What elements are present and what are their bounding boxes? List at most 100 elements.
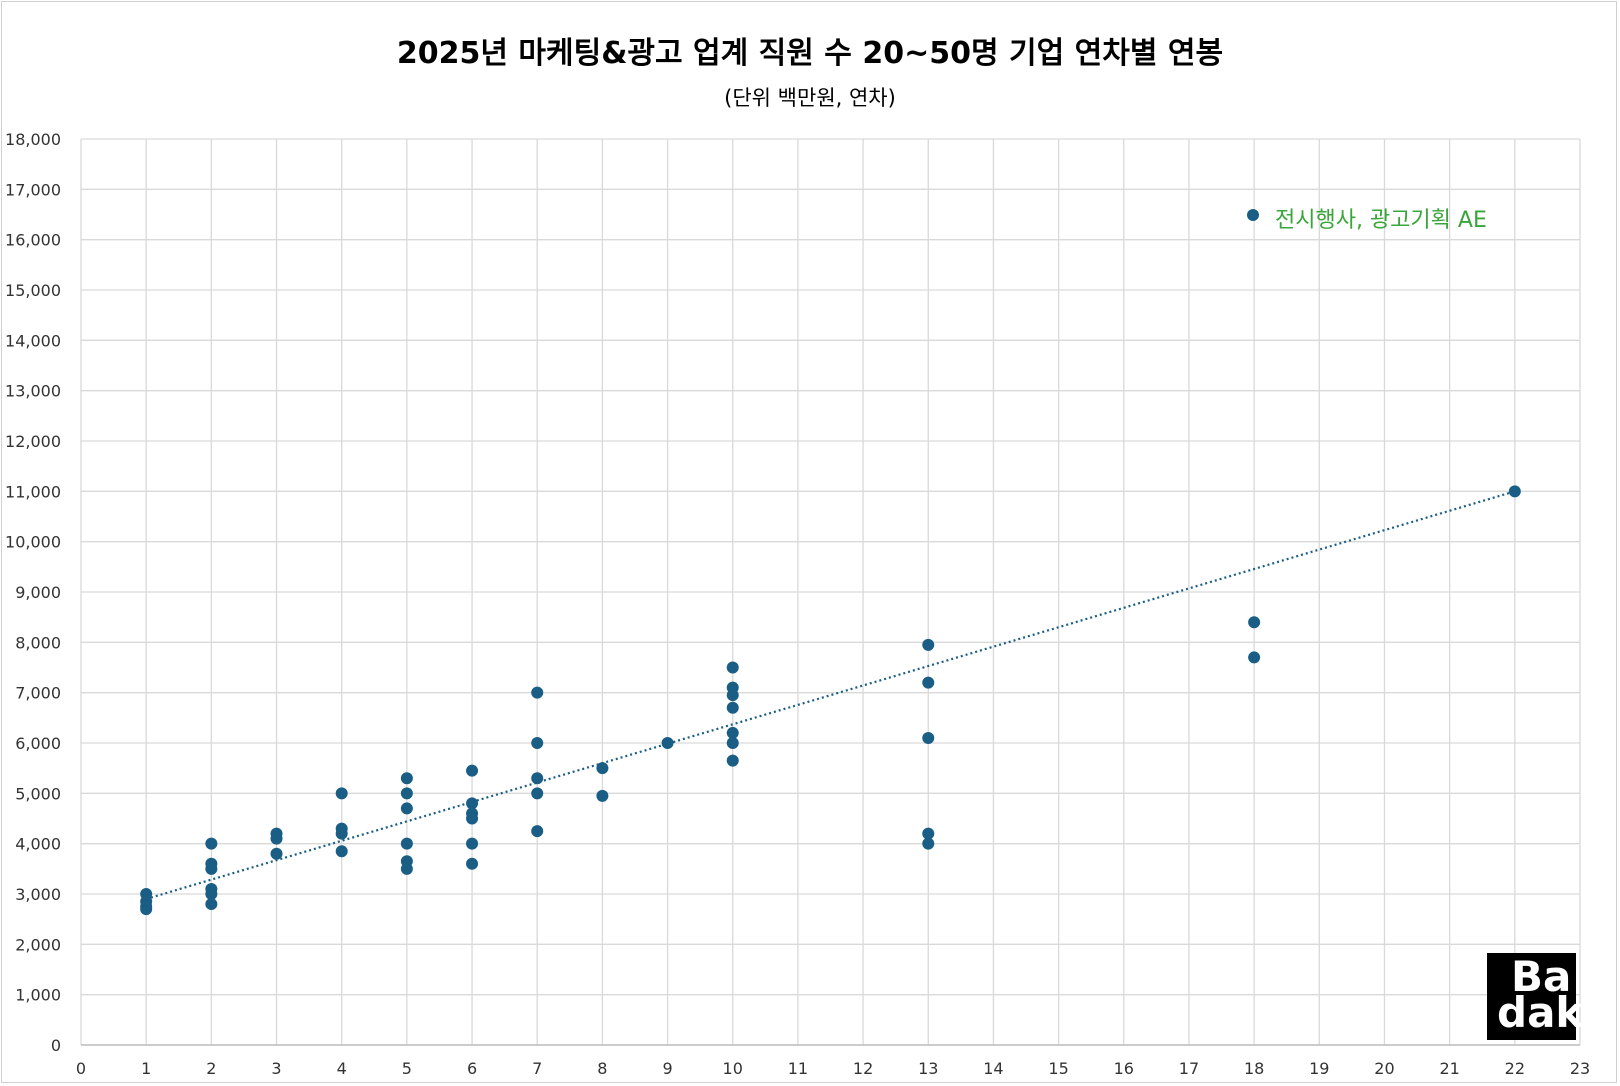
- data-point: [270, 847, 283, 860]
- x-tick-label: 9: [662, 1059, 672, 1078]
- data-point: [400, 837, 413, 850]
- y-tick-label: 9,000: [15, 583, 61, 602]
- data-point: [726, 754, 739, 767]
- x-tick-label: 3: [271, 1059, 281, 1078]
- y-tick-label: 3,000: [15, 885, 61, 904]
- y-tick-label: 4,000: [15, 835, 61, 854]
- data-points: [140, 485, 1521, 916]
- data-point: [400, 862, 413, 875]
- data-point: [531, 787, 544, 800]
- data-point: [466, 797, 479, 810]
- data-point: [205, 862, 218, 875]
- x-tick-label: 18: [1244, 1059, 1264, 1078]
- chart-subtitle: (단위 백만원, 연차): [724, 86, 896, 110]
- logo-line-2: dak: [1497, 988, 1584, 1037]
- data-point: [596, 789, 609, 802]
- data-point: [400, 787, 413, 800]
- data-point: [726, 737, 739, 749]
- x-tick-label: 20: [1374, 1059, 1394, 1078]
- data-point: [335, 787, 348, 800]
- data-point: [922, 638, 935, 651]
- data-point: [531, 737, 544, 749]
- data-point: [466, 764, 479, 777]
- x-tick-label: 2: [206, 1059, 216, 1078]
- y-tick-label: 5,000: [15, 784, 61, 803]
- data-point: [596, 762, 609, 775]
- data-point: [335, 845, 348, 858]
- x-tick-label: 12: [853, 1059, 873, 1078]
- data-point: [531, 772, 544, 785]
- badak-logo: Ba dak: [1487, 952, 1583, 1040]
- x-tick-labels: 0 1 2 3 4 5 6 7 8 9 10 11 12 13 14 15 16 17 18 19 20 21 22 23: [76, 1059, 1590, 1078]
- y-tick-label: 17,000: [5, 180, 61, 199]
- x-tick-label: 14: [983, 1059, 1003, 1078]
- y-tick-label: 10,000: [5, 533, 61, 552]
- y-tick-label: 16,000: [5, 231, 61, 250]
- y-tick-label: 8,000: [15, 633, 61, 652]
- data-point: [205, 898, 218, 911]
- x-tick-label: 19: [1309, 1059, 1329, 1078]
- y-tick-label: 7,000: [15, 684, 61, 703]
- legend: 전시행사, 광고기획 AE: [1247, 208, 1487, 233]
- y-tick-label: 2,000: [15, 935, 61, 954]
- data-point: [531, 686, 544, 699]
- x-tick-label: 22: [1505, 1059, 1525, 1078]
- legend-label: 전시행사, 광고기획 AE: [1275, 208, 1487, 233]
- x-tick-label: 17: [1179, 1059, 1199, 1078]
- y-tick-label: 14,000: [5, 331, 61, 350]
- data-point: [466, 857, 479, 870]
- data-point: [400, 802, 413, 815]
- y-tick-label: 13,000: [5, 382, 61, 401]
- data-point: [922, 676, 935, 689]
- data-point: [922, 827, 935, 840]
- data-point: [466, 812, 479, 825]
- y-tick-labels: 0 1,000 2,000 3,000 4,000 5,000 6,000 7,000 8,00…: [5, 130, 61, 1055]
- x-tick-label: 7: [532, 1059, 542, 1078]
- data-point: [726, 701, 739, 714]
- data-point: [400, 772, 413, 785]
- grid-lines: [80, 138, 1581, 1046]
- legend-marker: [1247, 209, 1259, 221]
- x-tick-label: 6: [467, 1059, 477, 1078]
- data-point: [335, 827, 348, 840]
- x-tick-label: 23: [1570, 1059, 1590, 1078]
- x-tick-label: 0: [76, 1059, 86, 1078]
- data-point: [726, 689, 739, 702]
- data-point: [1508, 485, 1521, 498]
- x-tick-label: 1: [141, 1059, 151, 1078]
- x-tick-label: 11: [788, 1059, 808, 1078]
- data-point: [1248, 651, 1261, 664]
- y-tick-label: 11,000: [5, 482, 61, 501]
- data-point: [270, 832, 283, 845]
- y-tick-label: 1,000: [15, 986, 61, 1005]
- x-tick-label: 4: [337, 1059, 347, 1078]
- y-tick-label: 15,000: [5, 281, 61, 300]
- x-tick-label: 8: [597, 1059, 607, 1078]
- y-tick-label: 18,000: [5, 130, 61, 149]
- chart-title: 2025년 마케팅&광고 업계 직원 수 20~50명 기업 연차별 연봉: [396, 36, 1224, 71]
- data-point: [466, 837, 479, 850]
- data-point: [140, 903, 153, 916]
- logo-line-1: Ba: [1511, 952, 1572, 1001]
- y-tick-label: 0: [51, 1036, 61, 1055]
- data-point: [726, 661, 739, 674]
- x-tick-label: 15: [1048, 1059, 1068, 1078]
- y-tick-label: 6,000: [15, 734, 61, 753]
- data-point: [1248, 616, 1261, 629]
- x-tick-label: 5: [402, 1059, 412, 1078]
- x-tick-label: 13: [918, 1059, 938, 1078]
- data-point: [205, 888, 218, 900]
- trendline-group: [145, 490, 1516, 901]
- data-point: [661, 737, 674, 749]
- data-point: [922, 837, 935, 850]
- data-point: [205, 837, 218, 850]
- y-tick-label: 12,000: [5, 432, 61, 451]
- data-point: [922, 731, 935, 744]
- data-point: [531, 825, 544, 838]
- trendline: [145, 490, 1516, 901]
- x-tick-label: 10: [723, 1059, 743, 1078]
- x-tick-label: 16: [1114, 1059, 1134, 1078]
- x-tick-label: 21: [1439, 1059, 1459, 1078]
